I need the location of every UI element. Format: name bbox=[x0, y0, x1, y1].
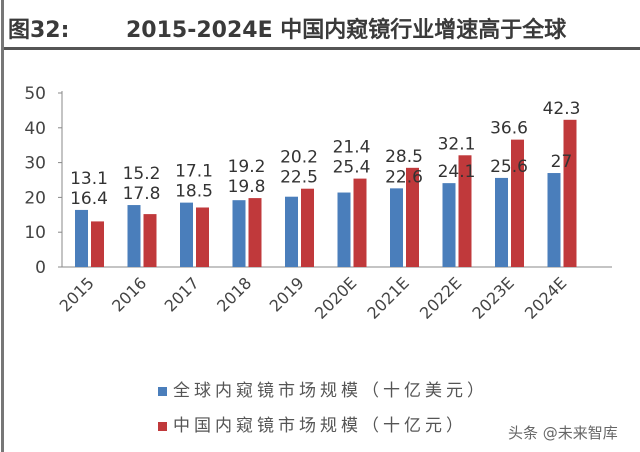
figure-title: 图32: 2015-2024E 中国内窥镜行业增速高于全球 bbox=[8, 12, 566, 44]
data-label-china: 36.6 bbox=[490, 119, 528, 139]
bar-global bbox=[547, 173, 561, 267]
data-label-china: 32.1 bbox=[438, 134, 476, 154]
data-label-china: 42.3 bbox=[543, 99, 581, 119]
bar-global bbox=[337, 192, 351, 267]
x-tick-label: 2021E bbox=[363, 273, 412, 322]
data-label-global: 24.1 bbox=[438, 162, 476, 182]
legend-label: 全球内窥镜市场规模（十亿美元） bbox=[173, 381, 488, 401]
bar-global bbox=[390, 188, 403, 267]
y-tick-label: 0 bbox=[35, 258, 46, 278]
bar-global bbox=[180, 202, 193, 267]
data-label-china: 22.5 bbox=[280, 168, 318, 188]
x-tick-label: 2022E bbox=[416, 273, 465, 322]
bar-china bbox=[458, 155, 472, 267]
data-label-global: 18.5 bbox=[175, 182, 213, 202]
bar-china bbox=[248, 198, 262, 267]
data-label-global: 22.6 bbox=[385, 167, 423, 187]
x-tick-label: 2023E bbox=[468, 273, 517, 322]
bar-global bbox=[232, 200, 246, 267]
legend-swatch-red bbox=[158, 421, 167, 431]
bar-global bbox=[127, 205, 141, 267]
x-tick-label: 2018 bbox=[213, 273, 255, 315]
y-tick-label: 50 bbox=[24, 84, 46, 104]
data-label-china: 17.1 bbox=[175, 162, 213, 182]
data-label-china: 19.8 bbox=[228, 177, 266, 197]
x-tick-label: 2020E bbox=[311, 273, 360, 322]
bar-global bbox=[285, 196, 298, 267]
bar-global bbox=[75, 209, 88, 267]
legend-label: 中国内窥镜市场规模（十亿元） bbox=[173, 416, 467, 436]
data-label-china: 28.5 bbox=[385, 147, 423, 167]
bar-china bbox=[301, 188, 314, 267]
bar-china bbox=[511, 139, 524, 267]
x-tick-label: 2024E bbox=[521, 273, 570, 322]
watermark: 头条 @未来智库 bbox=[508, 424, 618, 442]
data-label-global: 17.8 bbox=[123, 184, 161, 204]
data-label-global: 25.6 bbox=[490, 157, 528, 177]
bar-china bbox=[143, 214, 157, 267]
y-tick-label: 40 bbox=[24, 119, 46, 139]
legend-item-global: 全球内窥镜市场规模（十亿美元） bbox=[158, 376, 488, 401]
y-tick-label: 30 bbox=[24, 154, 46, 174]
bar-china bbox=[406, 167, 419, 267]
legend-swatch-blue bbox=[158, 386, 167, 396]
data-label-global: 21.4 bbox=[333, 138, 371, 158]
data-label-global: 20.2 bbox=[280, 148, 318, 168]
y-tick-label: 10 bbox=[24, 223, 46, 243]
data-label-global: 16.4 bbox=[70, 189, 108, 209]
data-label-china: 15.2 bbox=[123, 164, 161, 184]
data-label-china: 13.1 bbox=[70, 169, 108, 189]
title-divider bbox=[4, 47, 640, 50]
x-tick-label: 2016 bbox=[108, 273, 150, 315]
bar-china bbox=[91, 221, 104, 267]
bar-china bbox=[196, 207, 209, 267]
bar-global bbox=[442, 183, 456, 267]
data-label-global: 27 bbox=[551, 152, 573, 172]
y-tick-label: 20 bbox=[24, 188, 46, 208]
bar-china bbox=[563, 119, 577, 268]
left-border bbox=[1, 0, 4, 452]
bar-china bbox=[353, 178, 367, 267]
data-label-global: 19.2 bbox=[228, 157, 266, 177]
data-label-china: 25.4 bbox=[333, 158, 371, 178]
x-tick-label: 2017 bbox=[161, 273, 203, 315]
x-tick-label: 2019 bbox=[266, 273, 308, 315]
bar-global bbox=[495, 177, 508, 267]
x-tick-label: 2015 bbox=[56, 273, 98, 315]
legend-item-china: 中国内窥镜市场规模（十亿元） bbox=[158, 411, 467, 436]
chart-title: 2015-2024E 中国内窥镜行业增速高于全球 bbox=[126, 18, 567, 43]
figure-number: 图32: bbox=[8, 18, 70, 43]
